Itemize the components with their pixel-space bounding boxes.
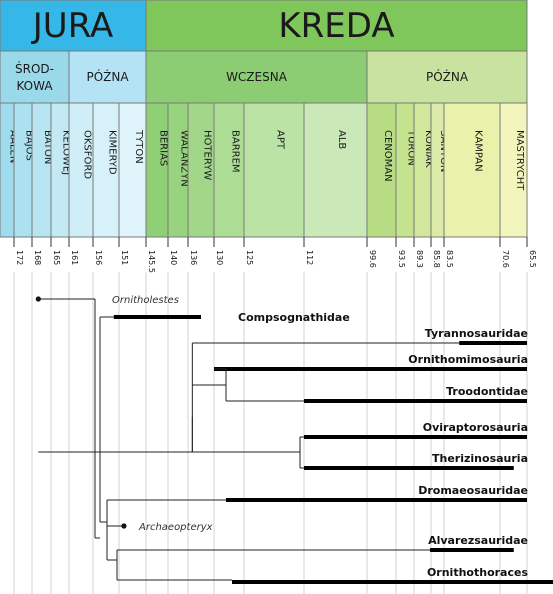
tick-label: 99.6 <box>368 250 377 268</box>
stage-band <box>213 102 245 238</box>
stage-label: BERIAS <box>158 130 169 166</box>
stage-band <box>413 102 432 238</box>
stage-band <box>443 102 501 238</box>
epoch-label: PÓŹNA <box>426 69 469 84</box>
stage-label: KONIAK <box>423 130 434 168</box>
tick-label: 161 <box>70 250 79 265</box>
stage-band <box>243 102 305 238</box>
period-band <box>145 0 528 52</box>
tick-label: 89.3 <box>415 250 424 268</box>
tick-label: 70.6 <box>501 250 510 268</box>
taxon-label: Ornithomimosauria <box>408 353 528 366</box>
tick-label: 136 <box>189 250 198 265</box>
stage-band <box>13 102 33 238</box>
epoch-label: PÓŹNA <box>86 69 129 84</box>
tick-label: 112 <box>305 250 314 265</box>
taxon-label: Archaeopteryx <box>138 522 213 533</box>
stage-label: CENOMAN <box>382 130 393 182</box>
taxon-label: Tyrannosauridae <box>425 327 528 340</box>
stage-band <box>499 102 528 238</box>
epoch-label: KOWA <box>16 79 53 93</box>
stage-band <box>187 102 215 238</box>
tick-label: 140 <box>169 250 178 265</box>
stage-band <box>0 102 15 238</box>
stage-band <box>303 102 368 238</box>
taxon-label: Ornitholestes <box>112 295 179 306</box>
stage-label: KELOWEJ <box>61 130 72 175</box>
stage-label: APT <box>275 130 286 150</box>
epoch-label: ŚROD- <box>15 61 54 76</box>
time-axis-ticks: 172 168 165 161 156 151 145.5 140 136 130 125 112 99… <box>13 237 537 594</box>
stage-label: TURON <box>406 129 417 166</box>
epoch-label: WCZESNA <box>226 70 288 84</box>
stage-label: BATON <box>42 130 53 164</box>
taxon-label: Oviraptorosauria <box>423 421 528 434</box>
tick-label: 83.5 <box>445 250 454 268</box>
cladogram: Ornitholestes Compsognathidae Tyrannosauri… <box>35 295 553 584</box>
taxon-label: Therizinosauria <box>432 452 528 465</box>
stage-band <box>31 102 52 238</box>
stage-label: OKSFORD <box>82 130 93 179</box>
epoch-band <box>366 50 528 104</box>
taxon-label: Alvarezsauridae <box>428 534 528 547</box>
taxon-label: Troodontidae <box>446 385 528 398</box>
stage-label: KAMPAN <box>473 130 484 172</box>
epoch-band <box>0 50 70 104</box>
tick-label: 165 <box>52 250 61 265</box>
taxon-label: Ornithothoraces <box>427 566 528 579</box>
stage-label: BAJOS <box>24 130 35 161</box>
epoch-band <box>145 50 368 104</box>
tick-label: 125 <box>245 250 254 265</box>
stage-band <box>145 102 169 238</box>
stage-label: KIMERYD <box>107 130 118 175</box>
period-label: JURA <box>31 6 113 46</box>
geologic-time-header: JURA KREDA ŚROD- KOWA PÓŹNA WCZESNA PÓŹNA AALEN… <box>0 0 528 238</box>
stage-label: MASTRYCHT <box>514 130 525 191</box>
stage-label: HOTERYW <box>202 130 213 180</box>
stage-band <box>118 102 147 238</box>
tick-label: 85.8 <box>432 250 441 268</box>
stage-label: TYTON <box>133 129 144 164</box>
tick-label: 145.5 <box>147 250 156 273</box>
period-label: KREDA <box>278 6 394 46</box>
tick-label: 130 <box>215 250 224 265</box>
tick-label: 172 <box>15 250 24 265</box>
stage-label: ALB <box>336 130 347 149</box>
tick-label: 168 <box>33 250 42 265</box>
tick-label: 156 <box>94 250 103 265</box>
tick-label: 151 <box>120 250 129 265</box>
stage-band <box>68 102 94 238</box>
taxon-label: Compsognathidae <box>238 311 350 324</box>
stage-label: BARREM <box>230 130 241 173</box>
tick-label: 65.5 <box>528 250 537 268</box>
stage-band <box>92 102 120 238</box>
taxon-label: Dromaeosauridae <box>418 484 528 497</box>
stage-label: AALEN <box>8 130 19 163</box>
tick-label: 93.5 <box>397 250 406 268</box>
stage-band <box>395 102 415 238</box>
